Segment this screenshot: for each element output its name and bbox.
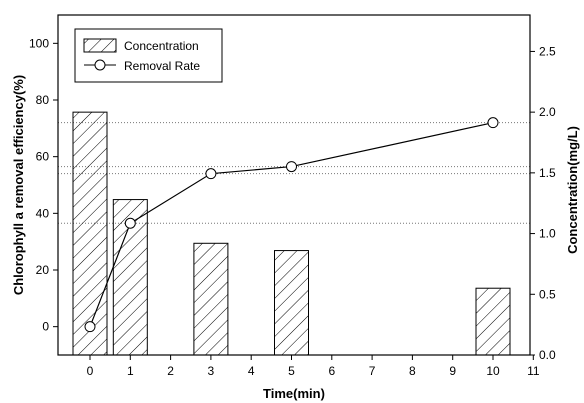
removal-rate-point bbox=[205, 168, 217, 180]
right-y-axis-ticks: 0.0 0.5 1.0 1.5 2.0 2.5 bbox=[530, 44, 556, 362]
legend-bar-swatch bbox=[83, 38, 117, 53]
x-tick-label: 5 bbox=[288, 364, 295, 378]
right-y-tick-label: 1.5 bbox=[539, 166, 556, 180]
removal-rate-point bbox=[286, 161, 297, 173]
right-y-tick-label: 0.0 bbox=[539, 348, 556, 362]
concentration-bar bbox=[72, 111, 108, 356]
right-y-tick-label: 1.0 bbox=[539, 227, 556, 241]
x-tick-label: 2 bbox=[167, 364, 174, 378]
right-y-tick-label: 2.0 bbox=[539, 105, 556, 119]
right-y-axis-title: Concentration(mg/L) bbox=[565, 126, 580, 254]
right-y-tick-label: 2.5 bbox=[539, 44, 556, 58]
x-tick-label: 9 bbox=[449, 364, 456, 378]
left-y-tick-label: 40 bbox=[36, 206, 50, 220]
x-tick-label: 11 bbox=[527, 364, 540, 378]
left-y-tick-label: 0 bbox=[42, 320, 49, 334]
concentration-bar bbox=[193, 242, 229, 356]
left-y-tick-label: 60 bbox=[36, 150, 50, 164]
legend-frame bbox=[74, 28, 223, 83]
legend: Concentration Removal Rate bbox=[74, 28, 223, 83]
x-tick-label: 8 bbox=[409, 364, 416, 378]
x-tick-label: 3 bbox=[208, 364, 215, 378]
x-tick-label: 10 bbox=[486, 364, 500, 378]
left-y-axis-title: Chlorophyll a removal efficiency(%) bbox=[11, 75, 26, 295]
legend-concentration-label: Concentration bbox=[124, 39, 199, 53]
left-y-tick-label: 20 bbox=[36, 263, 50, 277]
removal-rate-point bbox=[84, 321, 96, 333]
x-tick-label: 7 bbox=[369, 364, 376, 378]
removal-rate-point bbox=[124, 217, 136, 229]
x-tick-label: 1 bbox=[127, 364, 134, 378]
concentration-bar bbox=[475, 287, 511, 356]
x-tick-label: 6 bbox=[328, 364, 335, 378]
left-y-tick-label: 80 bbox=[36, 93, 50, 107]
x-axis-ticks: 0 1 2 3 4 5 6 7 8 9 10 11 bbox=[87, 355, 540, 378]
left-y-axis-ticks: 0 20 40 60 80 100 bbox=[29, 36, 58, 334]
concentration-bars bbox=[72, 111, 511, 356]
concentration-bar bbox=[274, 250, 309, 356]
legend-marker-icon bbox=[94, 59, 106, 71]
x-axis-title: Time(min) bbox=[263, 386, 325, 401]
left-y-tick-label: 100 bbox=[29, 36, 49, 50]
x-tick-label: 4 bbox=[248, 364, 255, 378]
x-tick-label: 0 bbox=[87, 364, 94, 378]
removal-rate-line bbox=[84, 117, 499, 333]
legend-removal-rate-label: Removal Rate bbox=[124, 59, 200, 73]
removal-rate-point bbox=[487, 117, 499, 129]
plot-frame bbox=[57, 14, 531, 356]
right-y-tick-label: 0.5 bbox=[539, 287, 556, 301]
